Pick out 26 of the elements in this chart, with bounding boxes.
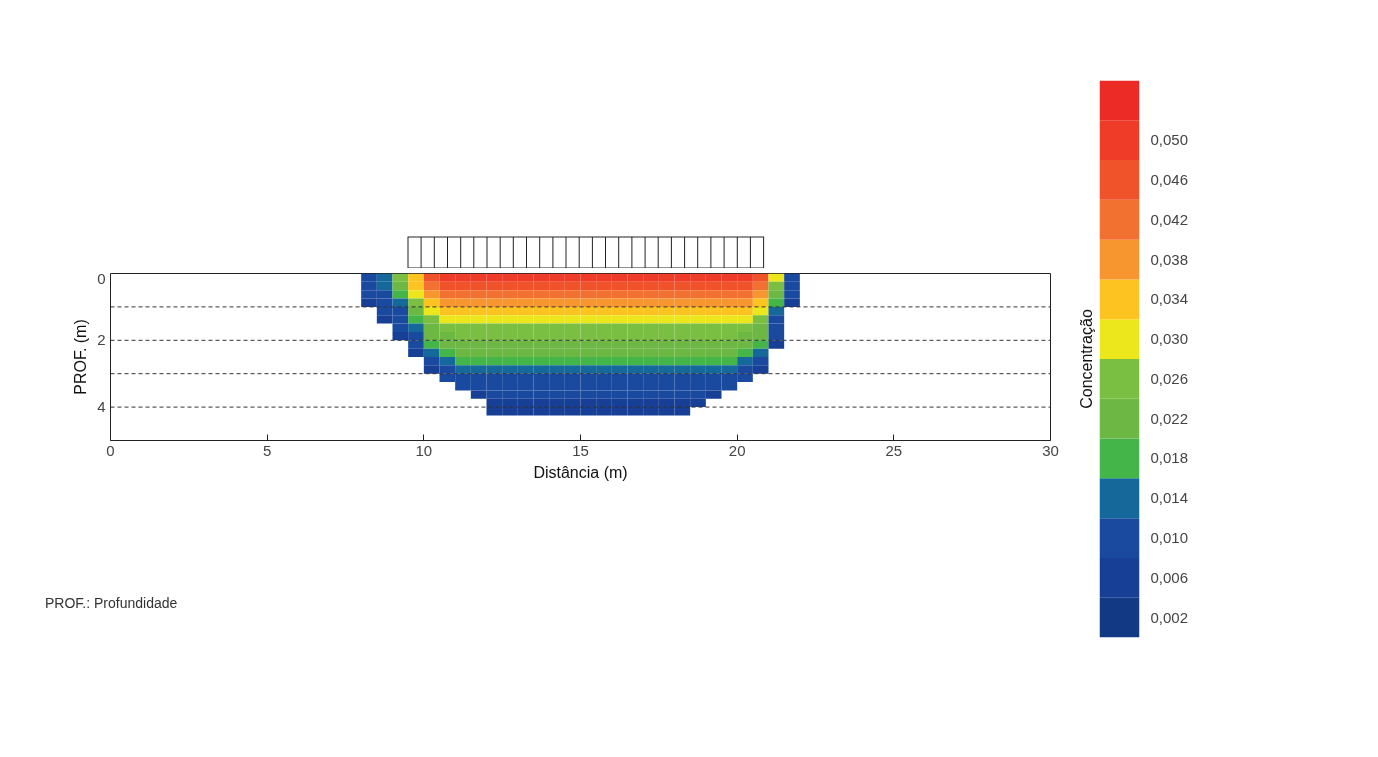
- y-tick-label: 0: [97, 269, 106, 287]
- color-bar-title: Concentração: [1077, 309, 1095, 409]
- x-tick-label: 15: [572, 441, 589, 459]
- color-bar-label: 0,034: [1150, 290, 1189, 308]
- x-tick-label: 25: [885, 441, 903, 459]
- color-bar-label: 0,002: [1150, 608, 1189, 626]
- y-axis-title: PROF. (m): [72, 319, 90, 395]
- x-tick-label: 5: [263, 441, 272, 459]
- y-tick-label: 2: [97, 331, 106, 349]
- color-bar-label: 0,046: [1150, 170, 1189, 188]
- color-bar-label: 0,026: [1150, 369, 1189, 387]
- color-bar-label: 0,010: [1150, 529, 1189, 547]
- y-tick-label: 4: [97, 398, 106, 416]
- text: PROF.: Profundidade: [45, 594, 178, 613]
- color-bar-label: 0,014: [1150, 489, 1189, 507]
- color-bar-label: 0,006: [1150, 568, 1189, 586]
- color-bar-label: 0,030: [1150, 330, 1189, 348]
- color-bar-label: 0,038: [1150, 250, 1189, 268]
- color-bar-label: 0,042: [1150, 210, 1189, 228]
- color-bar-label: 0,018: [1150, 449, 1189, 467]
- x-tick-label: 10: [415, 441, 433, 459]
- color-bar-label: 0,050: [1150, 131, 1189, 149]
- x-axis-title: Distância (m): [533, 463, 628, 481]
- x-tick-label: 30: [1042, 441, 1059, 459]
- color-bar-label: 0,022: [1150, 409, 1189, 427]
- x-tick-label: 20: [728, 441, 746, 459]
